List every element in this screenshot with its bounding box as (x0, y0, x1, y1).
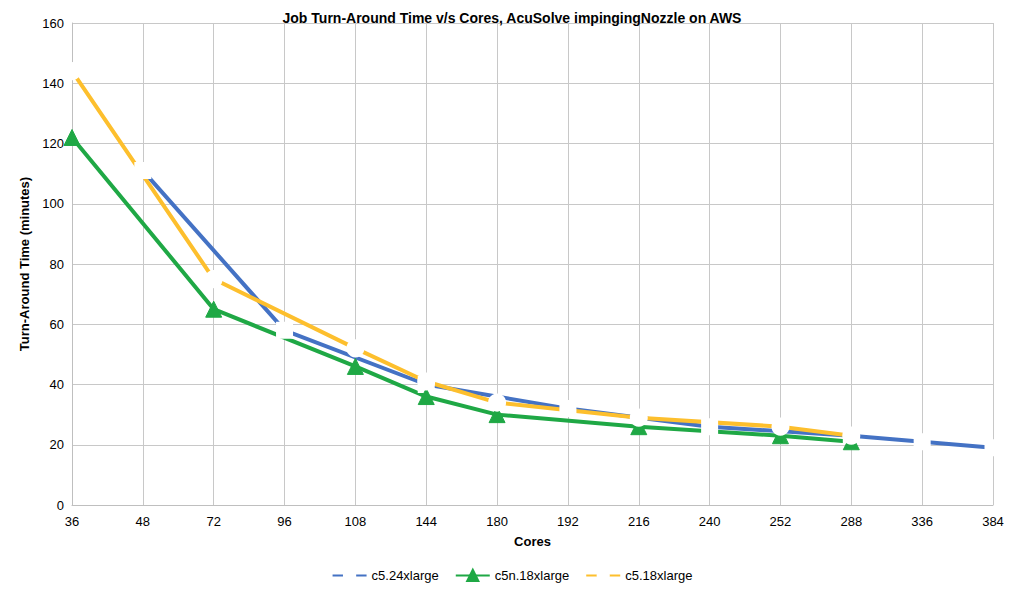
svg-text:160: 160 (42, 16, 64, 31)
svg-text:140: 140 (42, 76, 64, 91)
svg-text:Turn-Around Time (minutes): Turn-Around Time (minutes) (17, 177, 32, 351)
svg-text:80: 80 (50, 257, 64, 272)
svg-text:144: 144 (415, 514, 437, 529)
svg-text:Job Turn-Around Time v/s Cores: Job Turn-Around Time v/s Cores, AcuSolve… (283, 10, 742, 26)
svg-text:48: 48 (136, 514, 150, 529)
svg-text:c5.24xlarge: c5.24xlarge (372, 568, 439, 583)
svg-text:108: 108 (345, 514, 367, 529)
svg-text:40: 40 (50, 377, 64, 392)
svg-text:c5n.18xlarge: c5n.18xlarge (495, 568, 569, 583)
svg-text:252: 252 (770, 514, 792, 529)
svg-text:20: 20 (50, 437, 64, 452)
svg-text:216: 216 (628, 514, 650, 529)
svg-text:180: 180 (486, 514, 508, 529)
svg-text:288: 288 (840, 514, 862, 529)
svg-text:192: 192 (557, 514, 579, 529)
svg-text:120: 120 (42, 136, 64, 151)
svg-text:384: 384 (982, 514, 1004, 529)
svg-text:36: 36 (65, 514, 79, 529)
svg-text:96: 96 (277, 514, 291, 529)
svg-text:c5.18xlarge: c5.18xlarge (625, 568, 692, 583)
svg-text:0: 0 (57, 498, 64, 513)
svg-text:72: 72 (206, 514, 220, 529)
svg-text:240: 240 (699, 514, 721, 529)
svg-text:100: 100 (42, 196, 64, 211)
svg-text:336: 336 (911, 514, 933, 529)
svg-text:Cores: Cores (514, 534, 551, 549)
svg-text:60: 60 (50, 317, 64, 332)
